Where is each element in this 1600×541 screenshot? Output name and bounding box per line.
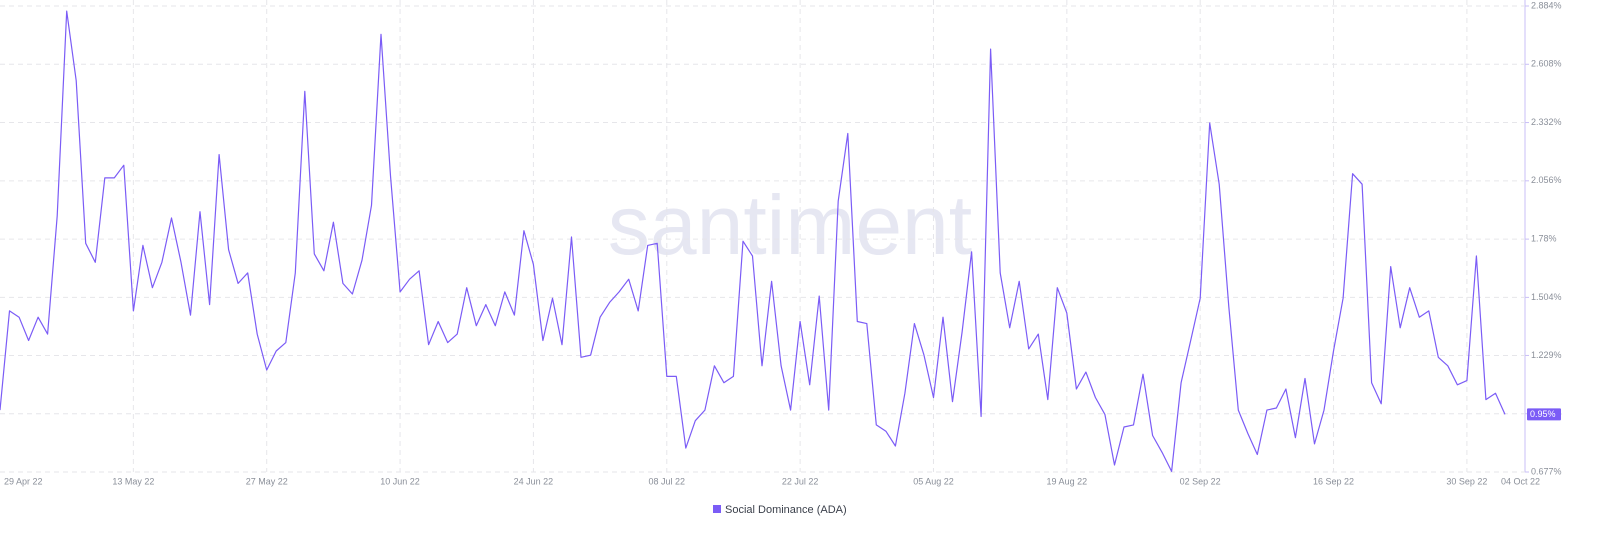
x-tick-label: 04 Oct 22	[1501, 476, 1540, 486]
x-tick-label: 29 Apr 22	[4, 476, 43, 486]
x-tick-label: 30 Sep 22	[1446, 476, 1487, 486]
y-tick-label: 2.056%	[1531, 175, 1562, 185]
x-tick-label: 27 May 22	[246, 476, 288, 486]
watermark: santiment	[608, 178, 972, 272]
y-tick-label: 2.884%	[1531, 0, 1562, 10]
y-tick-label: 1.229%	[1531, 350, 1562, 360]
y-tick-label: 2.608%	[1531, 59, 1562, 69]
current-value-label: 0.95%	[1530, 409, 1556, 419]
y-tick-label: 2.332%	[1531, 117, 1562, 127]
y-tick-label: 0.677%	[1531, 466, 1562, 476]
x-tick-label: 16 Sep 22	[1313, 476, 1354, 486]
legend-swatch	[713, 505, 721, 513]
y-tick-label: 1.78%	[1531, 233, 1557, 243]
legend-label: Social Dominance (ADA)	[725, 504, 847, 516]
x-tick-label: 13 May 22	[112, 476, 154, 486]
x-tick-label: 08 Jul 22	[649, 476, 686, 486]
current-value-badge	[1527, 408, 1561, 421]
x-tick-label: 02 Sep 22	[1180, 476, 1221, 486]
y-tick-label: 1.504%	[1531, 292, 1562, 302]
x-tick-label: 24 Jun 22	[514, 476, 554, 486]
x-tick-label: 19 Aug 22	[1047, 476, 1088, 486]
x-tick-label: 05 Aug 22	[913, 476, 954, 486]
x-tick-label: 22 Jul 22	[782, 476, 819, 486]
x-tick-label: 10 Jun 22	[380, 476, 420, 486]
series-line	[0, 10, 1506, 472]
